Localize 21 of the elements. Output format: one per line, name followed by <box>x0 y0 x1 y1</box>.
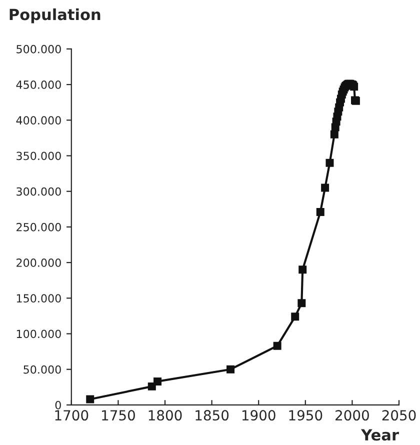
x-axis-title: Year <box>360 429 399 441</box>
y-tick-label: 0 <box>55 400 61 410</box>
y-tick-label: 450.000 <box>16 80 61 89</box>
y-tick-label: 500.000 <box>16 44 61 54</box>
y-tick-label: 50.000 <box>24 365 61 374</box>
y-tick-label: 150.000 <box>16 294 61 303</box>
y-tick-label: 250.000 <box>16 222 61 232</box>
x-tick-label: 2050 <box>382 410 416 421</box>
x-tick-label: 1900 <box>242 410 276 421</box>
x-tick-label: 2000 <box>336 410 369 421</box>
x-tick-label: 1700 <box>55 410 88 421</box>
x-tick-label: 1800 <box>148 410 182 421</box>
x-tick-label: 1850 <box>196 410 229 421</box>
x-tick-label: 1950 <box>289 410 322 421</box>
y-tick-label: 350.000 <box>16 152 61 160</box>
y-tick-label: 300.000 <box>16 187 61 196</box>
x-tick-label: 1750 <box>102 410 135 421</box>
y-axis-title: Population <box>10 8 100 24</box>
y-tick-label: 200.000 <box>16 258 61 267</box>
y-tick-label: 400.000 <box>16 116 61 125</box>
y-tick-label: 100.000 <box>16 330 61 338</box>
